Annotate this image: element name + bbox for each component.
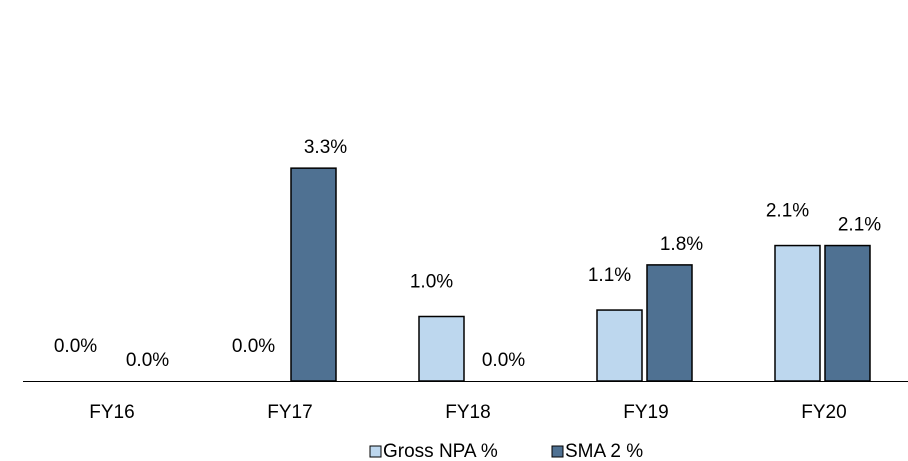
data-label: 0.0% — [54, 336, 97, 357]
x-tick-label: FY19 — [623, 402, 668, 423]
data-label: 1.0% — [410, 272, 453, 293]
data-label: 3.3% — [304, 137, 347, 158]
legend-swatch — [551, 445, 564, 458]
x-tick-label: FY18 — [445, 402, 490, 423]
x-tick-label: FY20 — [801, 402, 846, 423]
legend-swatch — [369, 445, 382, 458]
bar — [646, 264, 693, 382]
legend-label: SMA 2 % — [565, 441, 643, 461]
bar — [290, 167, 337, 382]
bar — [774, 244, 821, 382]
data-label: 2.1% — [766, 201, 809, 222]
data-label: 0.0% — [232, 336, 275, 357]
x-tick-label: FY17 — [267, 402, 312, 423]
bar — [824, 244, 871, 382]
bar — [596, 309, 643, 382]
data-label: 2.1% — [838, 215, 881, 236]
data-label: 1.8% — [660, 234, 703, 255]
data-label: 1.1% — [588, 265, 631, 286]
data-label: 0.0% — [482, 350, 525, 371]
x-tick-label: FY16 — [89, 402, 134, 423]
data-label: 0.0% — [126, 350, 169, 371]
legend-label: Gross NPA % — [383, 441, 498, 461]
bar — [418, 315, 465, 382]
